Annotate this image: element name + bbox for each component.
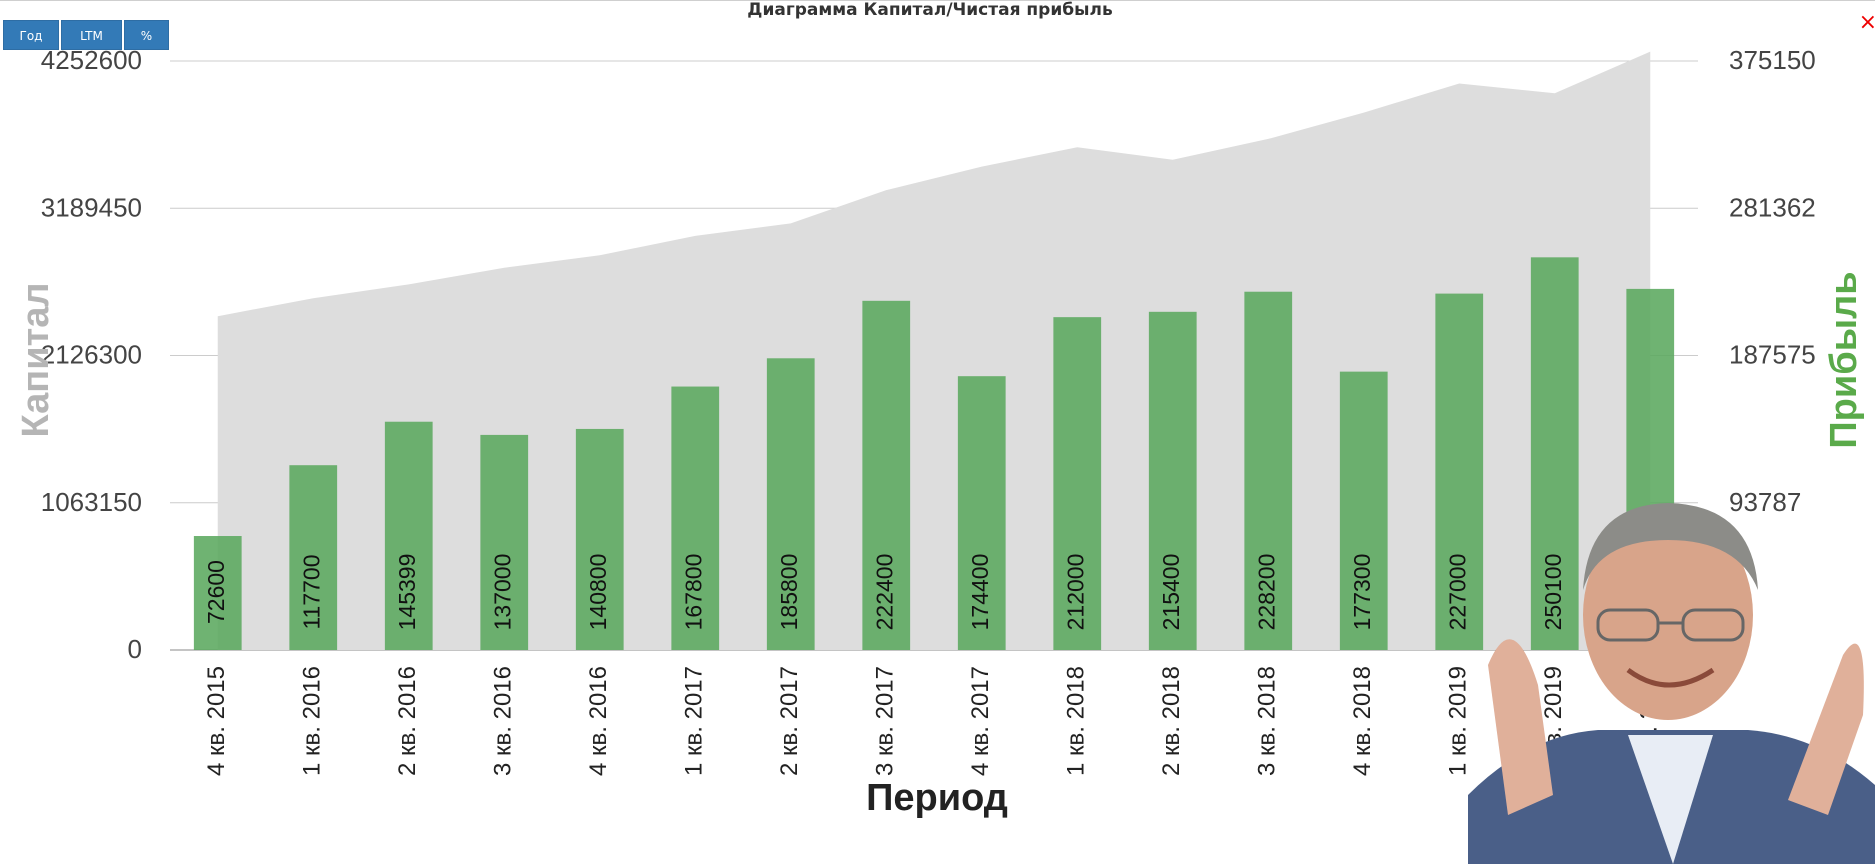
top-divider bbox=[0, 0, 1875, 1]
bar-value-label: 185800 bbox=[776, 554, 802, 631]
profit-bar bbox=[193, 536, 242, 650]
profit-bar bbox=[1148, 311, 1197, 650]
profit-bar bbox=[957, 376, 1006, 650]
profit-bar bbox=[671, 386, 720, 650]
right-tick-label: 281362 bbox=[1729, 192, 1816, 222]
x-tick-label: 1 кв. 2018 bbox=[1063, 666, 1090, 776]
chart-title: Диаграмма Капитал/Чистая прибыль bbox=[747, 0, 1113, 20]
x-tick-label: 2 кв. 2018 bbox=[1158, 666, 1185, 776]
person-photo bbox=[1468, 503, 1875, 864]
bar-value-label: 212000 bbox=[1062, 554, 1088, 631]
x-tick-label: 2 кв. 2017 bbox=[776, 666, 803, 776]
bar-value-label: 174400 bbox=[967, 554, 993, 631]
ltm-button[interactable]: LTM bbox=[61, 20, 122, 50]
profit-bar bbox=[1530, 257, 1579, 650]
left-tick-label: 1063150 bbox=[41, 487, 142, 517]
x-tick-label: 3 кв. 2018 bbox=[1254, 666, 1281, 776]
x-tick-label: 4 кв. 2017 bbox=[967, 666, 994, 776]
profit-bar bbox=[862, 300, 911, 650]
profit-bar bbox=[1244, 291, 1293, 650]
bar-value-label: 250100 bbox=[1540, 554, 1566, 631]
bar-value-label: 117700 bbox=[298, 554, 324, 629]
left-tick-label: 0 bbox=[128, 634, 142, 664]
bar-value-label: 228200 bbox=[1253, 554, 1279, 631]
close-icon[interactable]: × bbox=[1858, 10, 1875, 35]
profit-bar bbox=[1053, 317, 1102, 650]
bar-value-label: 215400 bbox=[1158, 554, 1184, 631]
left-tick-label: 2126300 bbox=[41, 340, 142, 370]
x-tick-label: 2 кв. 2016 bbox=[394, 666, 421, 776]
x-tick-label: 1 кв. 2017 bbox=[681, 666, 708, 776]
right-axis-title: Прибыль bbox=[1823, 271, 1865, 448]
profit-bar bbox=[384, 421, 433, 650]
left-tick-label: 4252600 bbox=[41, 45, 142, 75]
profit-bar bbox=[1339, 371, 1388, 650]
profit-bar bbox=[766, 358, 815, 650]
percent-button[interactable]: % bbox=[124, 20, 169, 50]
bar-value-label: 167800 bbox=[680, 554, 706, 631]
bar-value-label: 227000 bbox=[1444, 554, 1470, 631]
x-tick-label: 4 кв. 2015 bbox=[203, 666, 230, 776]
bar-value-label: 222400 bbox=[871, 554, 897, 631]
x-tick-label: 1 кв. 2019 bbox=[1445, 666, 1472, 776]
year-button[interactable]: Год bbox=[3, 20, 59, 50]
bar-value-label: 137000 bbox=[489, 554, 515, 631]
bar-value-label: 145399 bbox=[394, 554, 420, 631]
right-tick-label: 93787 bbox=[1729, 487, 1801, 517]
profit-bar bbox=[480, 434, 529, 650]
x-axis-title: Период bbox=[866, 777, 1008, 819]
bar-value-label: 140800 bbox=[585, 554, 611, 631]
x-tick-label: 4 кв. 2016 bbox=[585, 666, 612, 776]
right-tick-label: 375150 bbox=[1729, 45, 1816, 75]
left-tick-label: 3189450 bbox=[41, 192, 142, 222]
profit-bar bbox=[1435, 293, 1484, 650]
x-tick-label: 3 кв. 2017 bbox=[872, 666, 899, 776]
x-tick-label: 3 кв. 2016 bbox=[490, 666, 517, 776]
bar-value-label: 177300 bbox=[1349, 554, 1375, 631]
profit-bar bbox=[575, 428, 624, 650]
left-axis-title: Капитал bbox=[15, 283, 57, 438]
bar-value-label: 72600 bbox=[203, 560, 229, 624]
right-tick-label: 187575 bbox=[1729, 340, 1816, 370]
x-tick-label: 4 кв. 2018 bbox=[1349, 666, 1376, 776]
x-tick-label: 1 кв. 2016 bbox=[299, 666, 326, 776]
period-toggle-group: Год LTM % bbox=[3, 20, 171, 50]
profit-bar bbox=[289, 465, 338, 650]
